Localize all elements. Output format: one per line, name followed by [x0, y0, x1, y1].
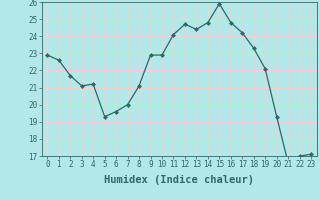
- X-axis label: Humidex (Indice chaleur): Humidex (Indice chaleur): [104, 175, 254, 185]
